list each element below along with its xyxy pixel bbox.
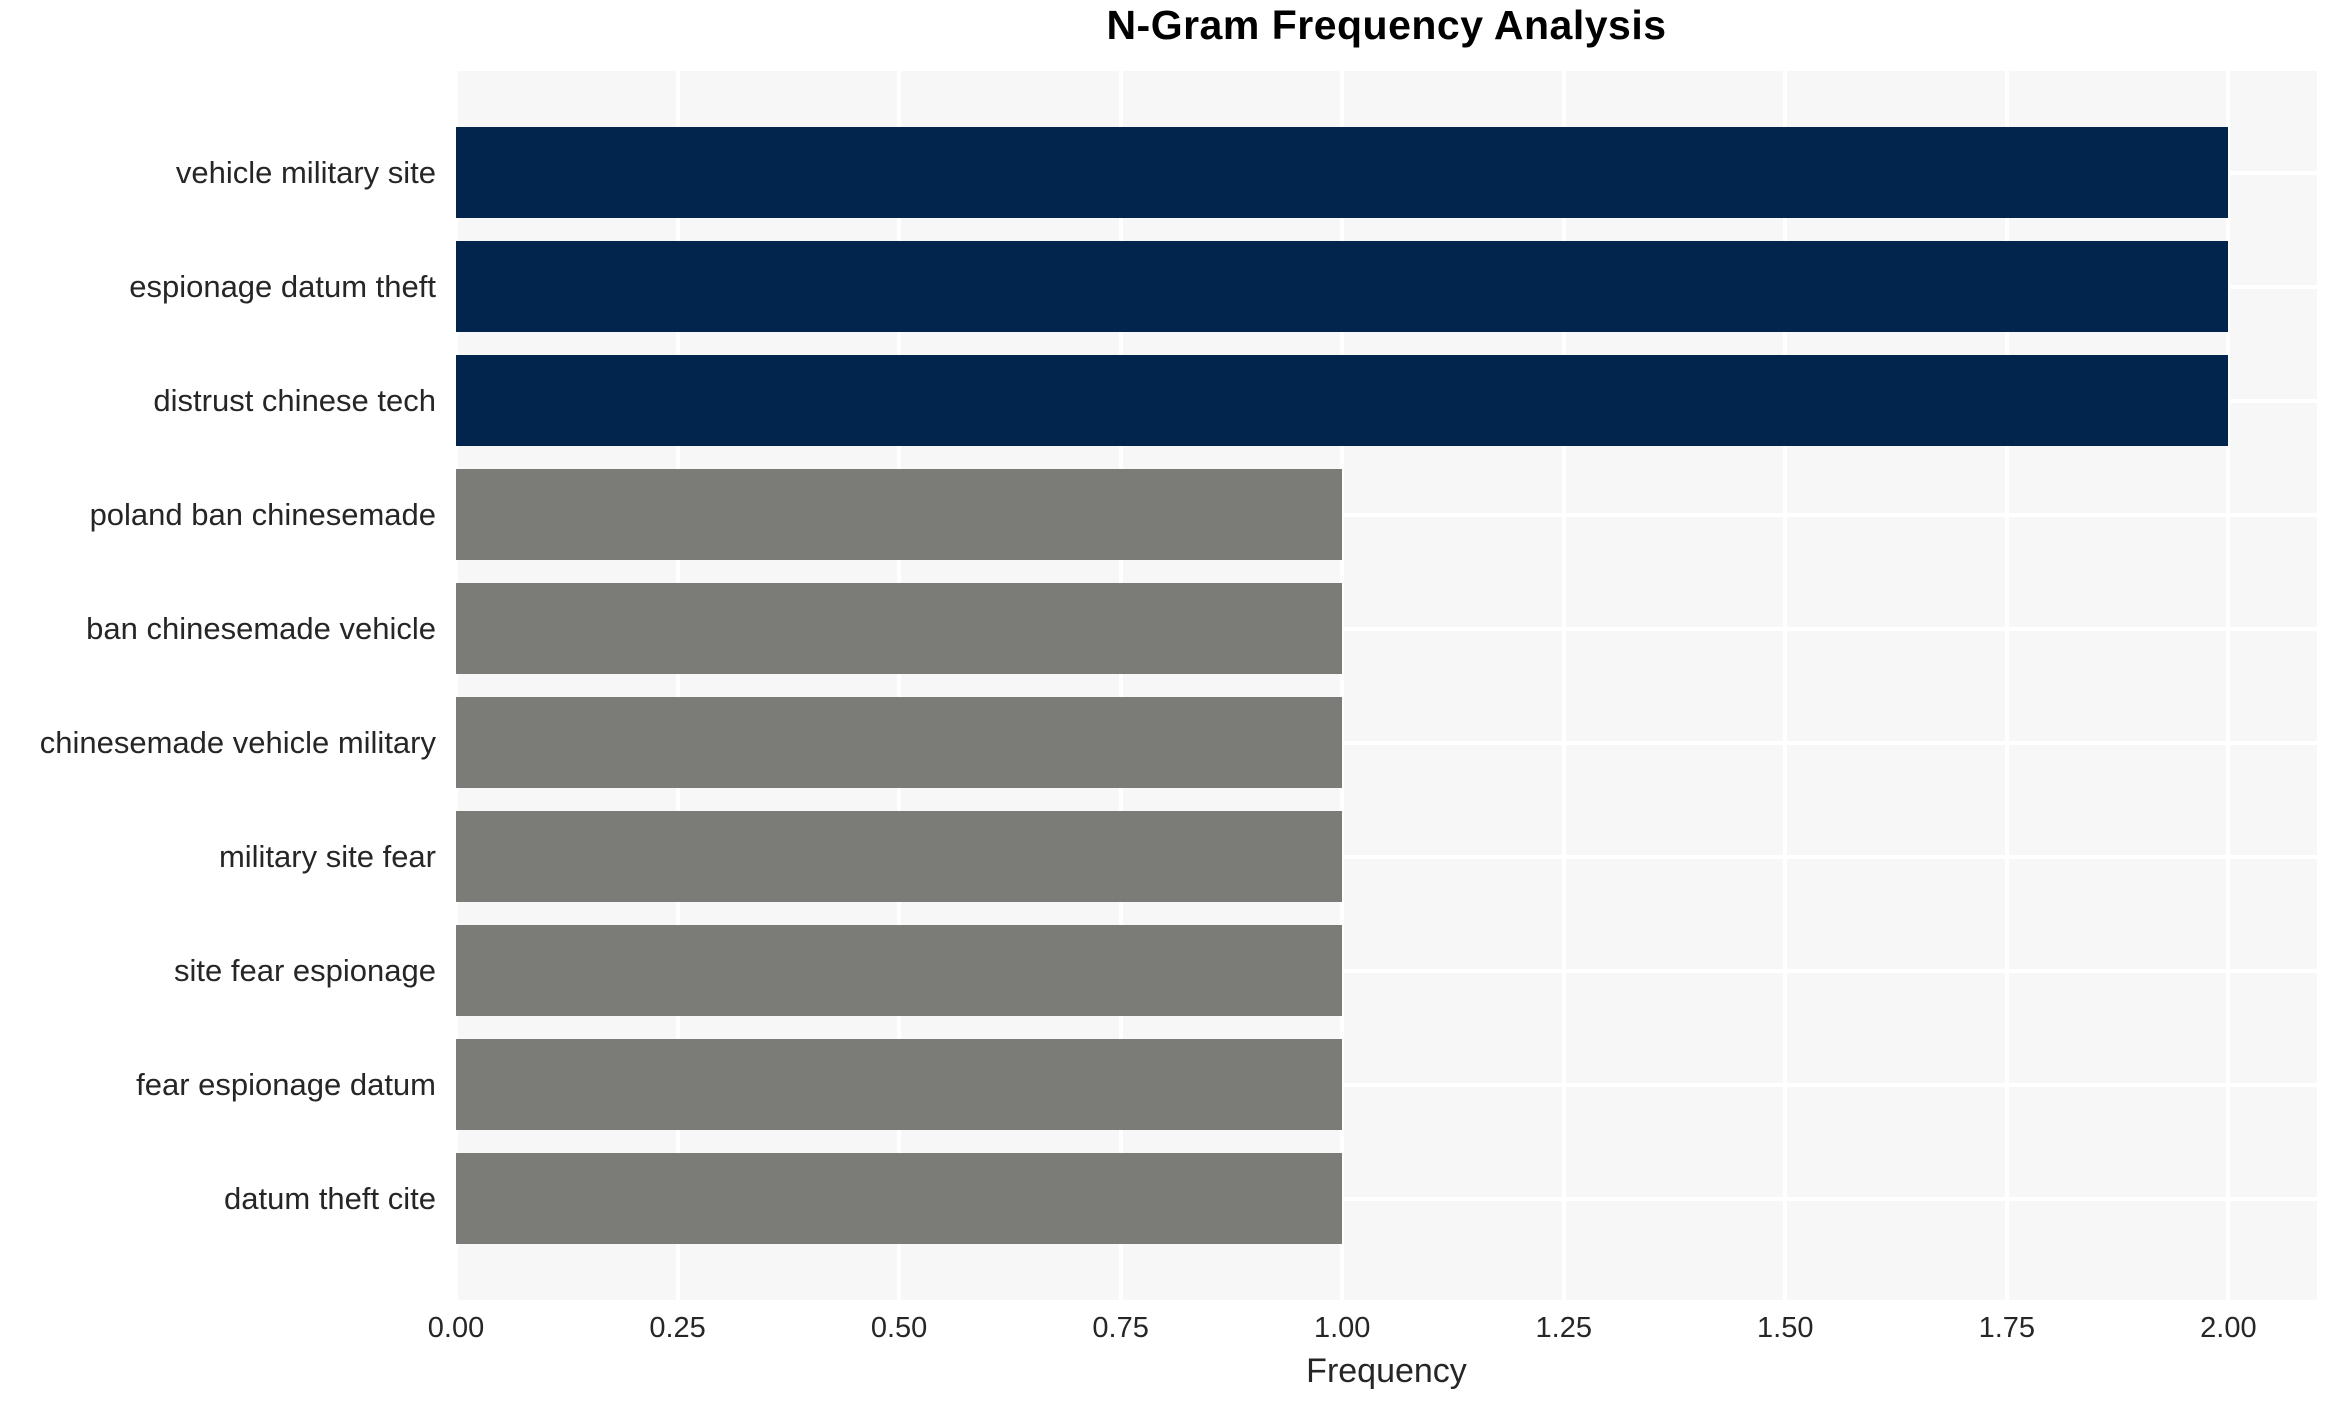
gridline-horizontal xyxy=(456,1082,2317,1087)
x-tick-label-1.25: 1.25 xyxy=(1535,1312,1592,1344)
category-label-poland-ban-chinesemade: poland ban chinesemade xyxy=(89,496,436,532)
chart-title: N-Gram Frequency Analysis xyxy=(1106,2,1667,48)
gridline-vertical xyxy=(675,71,680,1300)
bar-military-site-fear xyxy=(456,811,1343,902)
gridline-horizontal xyxy=(456,854,2317,859)
gridline-horizontal xyxy=(456,968,2317,973)
gridline-vertical xyxy=(456,71,458,1300)
bar-ban-chinesemade-vehicle xyxy=(456,583,1343,674)
bar-poland-ban-chinesemade xyxy=(456,469,1343,560)
gridline-vertical xyxy=(1561,71,1566,1300)
category-label-chinesemade-vehicle-military: chinesemade vehicle military xyxy=(39,724,436,760)
category-label-ban-chinesemade-vehicle: ban chinesemade vehicle xyxy=(86,610,436,646)
category-label-vehicle-military-site: vehicle military site xyxy=(175,154,436,190)
category-label-distrust-chinese-tech: distrust chinese tech xyxy=(153,382,436,418)
bar-fear-espionage-datum xyxy=(456,1039,1343,1130)
x-tick-label-2.00: 2.00 xyxy=(2200,1312,2257,1344)
gridline-horizontal xyxy=(456,740,2317,745)
gridline-horizontal xyxy=(456,512,2317,517)
gridline-horizontal xyxy=(456,626,2317,631)
bar-site-fear-espionage xyxy=(456,925,1343,1016)
x-tick-label-0.50: 0.50 xyxy=(870,1312,928,1344)
x-axis-label: Frequency xyxy=(1306,1352,1467,1390)
x-tick-label-0.00: 0.00 xyxy=(427,1312,485,1344)
category-label-espionage-datum-theft: espionage datum theft xyxy=(129,268,436,304)
bar-distrust-chinese-tech xyxy=(456,355,2229,446)
gridline-vertical xyxy=(2226,71,2231,1300)
bar-chinesemade-vehicle-military xyxy=(456,697,1343,788)
plot-area xyxy=(456,71,2317,1300)
category-label-site-fear-espionage: site fear espionage xyxy=(174,952,436,988)
x-tick-label-1.00: 1.00 xyxy=(1313,1312,1371,1344)
gridline-vertical xyxy=(897,71,902,1300)
x-tick-label-0.25: 0.25 xyxy=(649,1312,706,1344)
bar-vehicle-military-site xyxy=(456,127,2229,218)
x-tick-label-1.50: 1.50 xyxy=(1757,1312,1814,1344)
gridline-vertical xyxy=(2004,71,2009,1300)
bar-datum-theft-cite xyxy=(456,1153,1343,1244)
category-label-military-site-fear: military site fear xyxy=(218,838,436,874)
y-axis-category-labels: vehicle military site espionage datum the… xyxy=(0,71,446,1300)
gridline-vertical xyxy=(1340,71,1345,1300)
x-axis-tick-labels: 0.00 0.25 0.50 0.75 1.00 1.25 1.50 1.75 2.00 xyxy=(0,1312,2336,1352)
x-tick-label-0.75: 0.75 xyxy=(1092,1312,1149,1344)
gridline-horizontal xyxy=(456,1196,2317,1201)
category-label-fear-espionage-datum: fear espionage datum xyxy=(136,1066,436,1102)
bar-espionage-datum-theft xyxy=(456,241,2229,332)
x-tick-label-1.75: 1.75 xyxy=(1978,1312,2036,1344)
category-label-datum-theft-cite: datum theft cite xyxy=(224,1180,436,1216)
gridline-vertical xyxy=(1118,71,1123,1300)
gridline-vertical xyxy=(1783,71,1788,1300)
